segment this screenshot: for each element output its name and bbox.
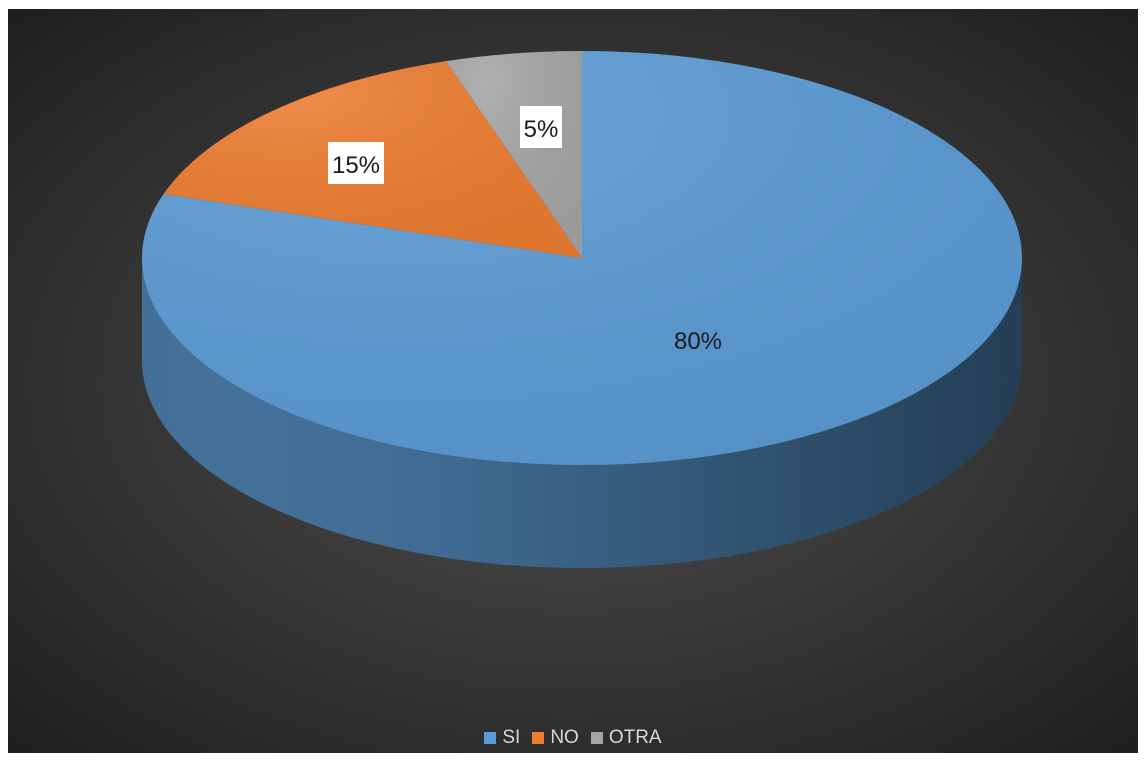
legend-label-si: SI	[502, 727, 521, 748]
legend-item-si: SI	[484, 727, 520, 749]
pie-slice-shade-otra	[446, 51, 582, 258]
chart-area: 80% 15% 5% SI NO OTRA	[8, 9, 1138, 753]
legend-swatch-no	[532, 732, 545, 744]
data-label-box-no	[328, 142, 384, 184]
legend-label-no: NO	[550, 727, 579, 748]
legend-item-no: NO	[532, 727, 579, 749]
data-label-no: 15%	[332, 152, 380, 179]
data-label-otra: 5%	[524, 116, 559, 143]
data-label-si: 80%	[674, 328, 722, 355]
legend-swatch-si	[484, 732, 497, 744]
legend-label-otra: OTRA	[608, 727, 662, 748]
pie-slice-shade-si	[141, 51, 1022, 465]
legend-item-otra: OTRA	[590, 727, 662, 749]
legend-swatch-otra	[590, 732, 603, 744]
data-label-box-otra	[520, 106, 562, 148]
pie-chart: 80% 15% 5%	[8, 9, 1138, 753]
pie-side-shade-si	[142, 258, 1022, 568]
legend: SI NO OTRA	[8, 727, 1138, 749]
